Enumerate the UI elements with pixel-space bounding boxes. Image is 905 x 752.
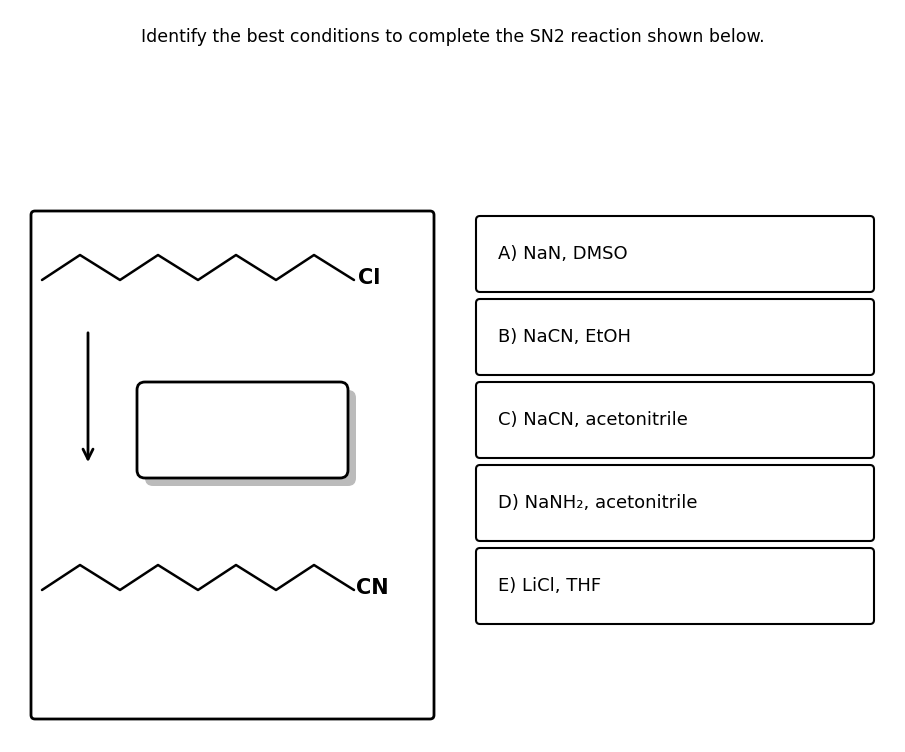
FancyBboxPatch shape (145, 390, 356, 486)
FancyBboxPatch shape (137, 382, 348, 478)
Text: Identify the best conditions to complete the SN2 reaction shown below.: Identify the best conditions to complete… (140, 28, 765, 46)
FancyBboxPatch shape (31, 211, 434, 719)
FancyBboxPatch shape (476, 465, 874, 541)
Text: A) NaN, DMSO: A) NaN, DMSO (498, 245, 628, 263)
FancyBboxPatch shape (476, 216, 874, 292)
Text: B) NaCN, EtOH: B) NaCN, EtOH (498, 328, 631, 346)
Text: D) NaNH₂, acetonitrile: D) NaNH₂, acetonitrile (498, 494, 698, 512)
Text: CN: CN (356, 578, 388, 598)
FancyBboxPatch shape (476, 299, 874, 375)
FancyBboxPatch shape (476, 382, 874, 458)
Text: Cl: Cl (358, 268, 380, 288)
Text: E) LiCl, THF: E) LiCl, THF (498, 577, 601, 595)
Text: C) NaCN, acetonitrile: C) NaCN, acetonitrile (498, 411, 688, 429)
FancyBboxPatch shape (476, 548, 874, 624)
